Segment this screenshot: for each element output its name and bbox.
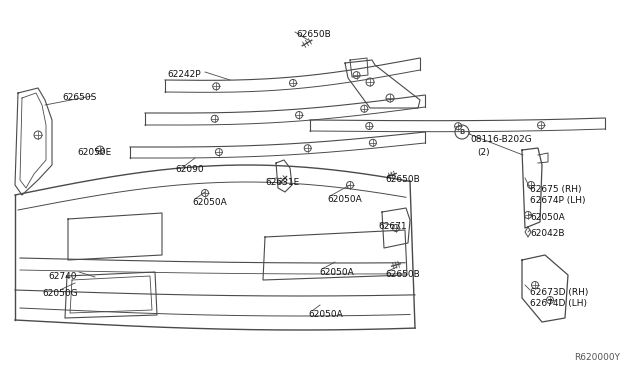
Text: 62650B: 62650B bbox=[385, 270, 420, 279]
Text: 62674P (LH): 62674P (LH) bbox=[530, 196, 586, 205]
Text: 08116-B202G: 08116-B202G bbox=[470, 135, 532, 144]
Text: 62050E: 62050E bbox=[77, 148, 111, 157]
Text: 62042B: 62042B bbox=[530, 229, 564, 238]
Text: 62050A: 62050A bbox=[319, 268, 354, 277]
Text: 62631E: 62631E bbox=[265, 178, 300, 187]
Text: 62675 (RH): 62675 (RH) bbox=[530, 185, 582, 194]
Text: 62650S: 62650S bbox=[62, 93, 97, 102]
Text: 62050A: 62050A bbox=[530, 213, 564, 222]
Text: 62650B: 62650B bbox=[385, 175, 420, 184]
Text: 62050A: 62050A bbox=[192, 198, 227, 207]
Text: 62050G: 62050G bbox=[42, 289, 77, 298]
Text: 62650B: 62650B bbox=[296, 30, 331, 39]
Text: 62673D (RH): 62673D (RH) bbox=[530, 288, 588, 297]
Text: 62671: 62671 bbox=[378, 222, 406, 231]
Text: 62050A: 62050A bbox=[327, 195, 362, 204]
Text: 62674D (LH): 62674D (LH) bbox=[530, 299, 587, 308]
Text: B: B bbox=[460, 129, 465, 135]
Text: 62050A: 62050A bbox=[308, 310, 343, 319]
Text: (2): (2) bbox=[477, 148, 490, 157]
Text: 62242P: 62242P bbox=[167, 70, 200, 79]
Text: R620000Y: R620000Y bbox=[574, 353, 620, 362]
Text: 62740: 62740 bbox=[48, 272, 77, 281]
Text: 62090: 62090 bbox=[175, 165, 204, 174]
